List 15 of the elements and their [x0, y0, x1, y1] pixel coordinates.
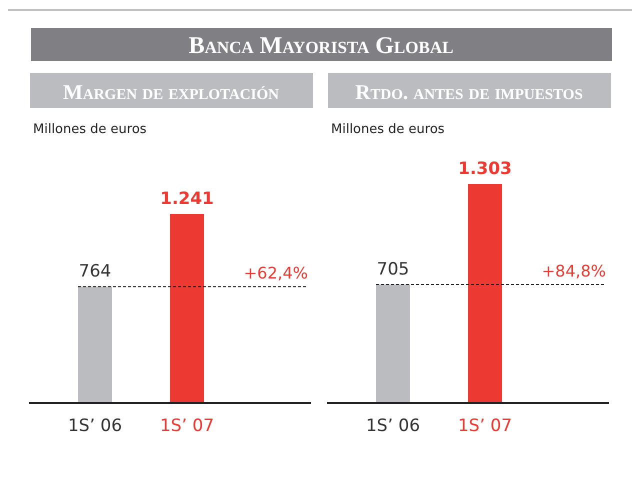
- chart-title: Rtdo. antes de impuestos: [355, 80, 583, 104]
- data-label: 705: [376, 260, 410, 280]
- chart-subtitle: Millones de euros: [33, 122, 147, 137]
- chart-title: Margen de explotación: [63, 80, 280, 104]
- data-label: 1.241: [160, 189, 214, 209]
- data-label: 764: [78, 262, 112, 282]
- x-tick-label: 1S’ 07: [160, 416, 214, 436]
- annotation: +62,4%: [244, 264, 308, 283]
- annotation: +84,8%: [542, 262, 606, 281]
- data-label: 1.303: [458, 159, 512, 179]
- text: Banca Mayorista Global: [188, 33, 454, 59]
- chart-subtitle: Millones de euros: [331, 122, 445, 137]
- x-tick-label: 1S’ 06: [68, 416, 122, 436]
- x-tick-label: 1S’ 07: [458, 416, 512, 436]
- x-tick-label: 1S’ 06: [366, 416, 420, 436]
